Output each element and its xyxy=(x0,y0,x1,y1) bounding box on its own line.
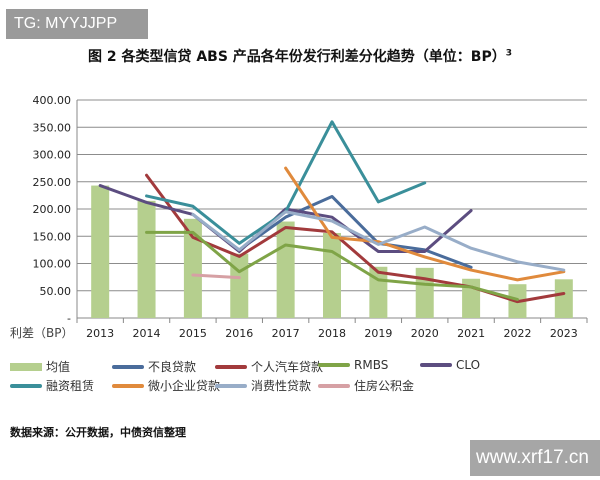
legend-swatch xyxy=(10,383,42,388)
y-tick-label: 400.00 xyxy=(33,94,72,107)
legend-item: 不良贷款 xyxy=(112,358,196,375)
chart: - 50.00 100.00 150.00 200.00 250.00 300.00 350.… xyxy=(10,94,588,340)
x-tick-label: 2013 xyxy=(86,327,114,340)
x-tick-label: 2019 xyxy=(364,327,392,340)
legend-swatch xyxy=(318,383,350,388)
legend-item: 消费性贷款 xyxy=(215,377,311,394)
x-tick-label: 2017 xyxy=(272,327,300,340)
legend-swatch xyxy=(420,363,452,367)
legend-item: 住房公积金 xyxy=(318,377,414,394)
y-tick-label: - xyxy=(67,312,71,325)
bar-均值-2017 xyxy=(276,221,295,318)
y-tick-label: 350.00 xyxy=(33,121,72,134)
legend-item: 个人汽车贷款 xyxy=(215,358,323,375)
legend-label: CLO xyxy=(456,358,481,372)
legend-label: 消费性贷款 xyxy=(251,379,312,393)
line-微小企业贷款 xyxy=(284,166,566,282)
legend-swatch xyxy=(10,362,42,371)
x-tick-label: 2015 xyxy=(179,327,207,340)
x-tick-label: 2020 xyxy=(411,327,439,340)
title-footnote: 3 xyxy=(505,48,513,59)
x-tick-label: 2021 xyxy=(457,327,485,340)
x-tick-label: 2022 xyxy=(503,327,531,340)
legend-label: RMBS xyxy=(354,358,389,372)
watermark-bottom: www.xrf17.cn xyxy=(470,440,600,476)
line-不良贷款 xyxy=(237,194,473,269)
legend-item: RMBS xyxy=(318,358,388,372)
y-axis-label: 利差（BP） xyxy=(10,326,73,340)
bar-均值-2018 xyxy=(323,232,341,318)
y-tick-label: 50.00 xyxy=(40,285,72,298)
legend-swatch xyxy=(215,364,247,369)
x-tick-label: 2023 xyxy=(550,327,578,340)
bar-均值-2013 xyxy=(91,185,110,318)
bar-均值-2016 xyxy=(230,253,249,318)
x-tick-label: 2016 xyxy=(225,327,253,340)
source-note: 数据来源：公开数据，中债资信整理 xyxy=(10,426,186,439)
legend-swatch xyxy=(112,383,144,388)
line-住房公积金 xyxy=(191,273,241,280)
line-RMBS xyxy=(145,230,519,301)
y-tick-label: 250.00 xyxy=(33,176,72,189)
legend-label: 微小企业贷款 xyxy=(148,379,221,393)
x-tick-label: 2018 xyxy=(318,327,346,340)
bar-均值-2015 xyxy=(183,218,202,318)
legend-label: 均值 xyxy=(46,360,71,374)
bar-均值-2023 xyxy=(554,279,573,318)
chart-title: 图 2 各类型信贷 ABS 产品各年份发行利差分化趋势（单位：BP）3 xyxy=(0,46,600,66)
bar-均值-2020 xyxy=(415,267,434,318)
y-tick-label: 150.00 xyxy=(33,230,72,243)
y-tick-label: 300.00 xyxy=(33,149,72,162)
legend-item: 均值 xyxy=(10,358,70,375)
legend-label: 住房公积金 xyxy=(354,379,415,393)
y-tick-label: 100.00 xyxy=(33,258,72,271)
legend-swatch xyxy=(112,364,144,369)
legend-item: 融资租赁 xyxy=(10,377,94,394)
bar-均值-2014 xyxy=(137,200,156,318)
y-tick-label: 200.00 xyxy=(33,203,72,216)
legend-swatch xyxy=(215,383,247,388)
legend-label: 个人汽车贷款 xyxy=(251,360,324,374)
title-text: 图 2 各类型信贷 ABS 产品各年份发行利差分化趋势（单位：BP） xyxy=(87,49,506,65)
line-消费性贷款 xyxy=(191,210,566,272)
legend-swatch xyxy=(318,363,350,367)
legend-label: 不良贷款 xyxy=(148,360,197,374)
x-tick-label: 2014 xyxy=(133,327,161,340)
legend-item: CLO xyxy=(420,358,480,372)
legend-item: 微小企业贷款 xyxy=(112,377,220,394)
legend-label: 融资租赁 xyxy=(46,379,95,393)
watermark-top: TG: MYYJJPP xyxy=(6,9,148,39)
